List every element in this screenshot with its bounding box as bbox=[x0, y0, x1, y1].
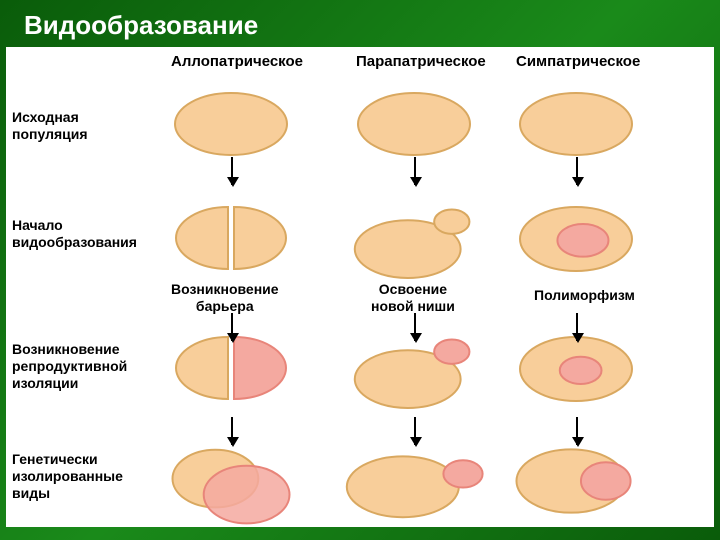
arrow-icon bbox=[231, 417, 233, 445]
row-label: Возникновениерепродуктивнойизоляции bbox=[12, 341, 142, 391]
diagram-grid: Аллопатрическое Парапатрическое Симпатриче… bbox=[6, 47, 714, 527]
diagram-cell bbox=[518, 335, 634, 403]
row-label: Генетическиизолированныевиды bbox=[12, 451, 142, 501]
arrow-icon bbox=[414, 313, 416, 341]
diagram-cell bbox=[173, 335, 289, 401]
col-header: Аллопатрическое bbox=[171, 53, 303, 70]
diagram-cell bbox=[344, 445, 484, 521]
row-label: Началовидообразования bbox=[12, 217, 142, 251]
arrow-icon bbox=[414, 417, 416, 445]
arrow-icon bbox=[576, 157, 578, 185]
col-header: Симпатрическое bbox=[516, 53, 640, 70]
arrow-icon bbox=[576, 417, 578, 445]
slide-root: Видообразование Аллопатрическое Парапатри… bbox=[0, 0, 720, 540]
diagram-cell bbox=[173, 205, 289, 271]
diagram-cell bbox=[166, 445, 296, 525]
step-label: Освоениеновой ниши bbox=[371, 281, 455, 315]
row-label: Исходнаяпопуляция bbox=[12, 109, 142, 143]
diagram-cell bbox=[518, 91, 634, 157]
diagram-cell bbox=[518, 205, 634, 273]
step-label: Возникновениебарьера bbox=[171, 281, 279, 315]
diagram-cell bbox=[173, 91, 289, 157]
step-label: Полиморфизм bbox=[534, 287, 635, 304]
col-header: Парапатрическое bbox=[356, 53, 486, 70]
arrow-icon bbox=[231, 157, 233, 185]
diagram-cell bbox=[351, 335, 477, 411]
arrow-icon bbox=[414, 157, 416, 185]
diagram-cell bbox=[356, 91, 472, 157]
arrow-icon bbox=[231, 313, 233, 341]
arrow-icon bbox=[576, 313, 578, 341]
diagram-cell bbox=[514, 445, 638, 517]
slide-title: Видообразование bbox=[0, 0, 720, 47]
diagram-cell bbox=[351, 205, 477, 281]
diagram-panel: Аллопатрическое Парапатрическое Симпатриче… bbox=[6, 47, 714, 527]
